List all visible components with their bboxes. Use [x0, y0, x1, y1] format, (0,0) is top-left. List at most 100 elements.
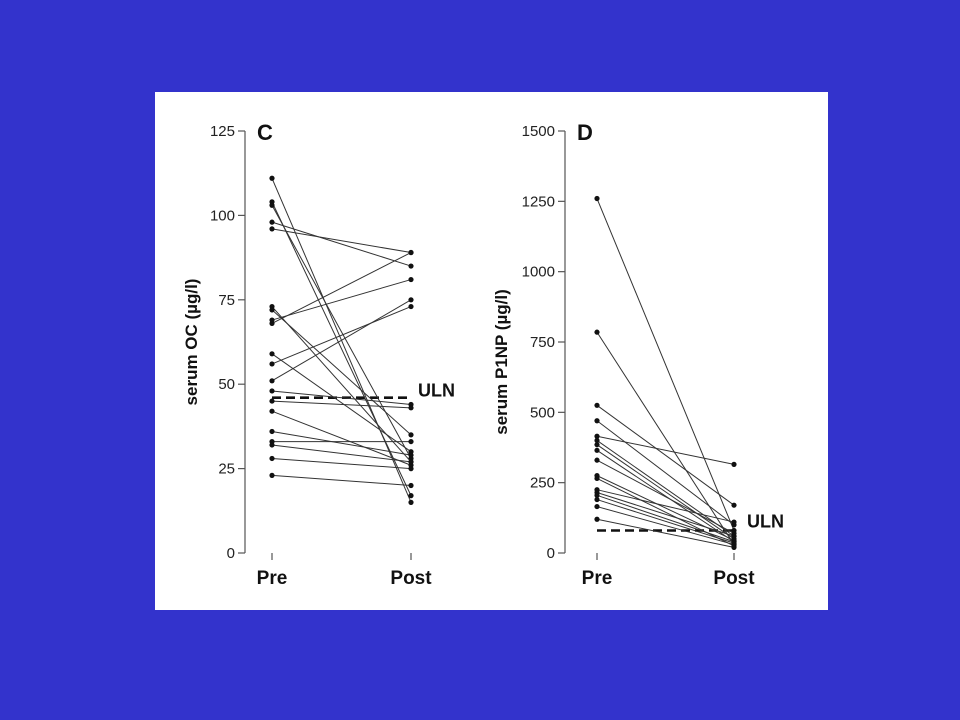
panel-d-pre-point — [594, 418, 600, 424]
panel-d-subject-line — [596, 489, 735, 523]
panel-d-subject-line — [596, 459, 735, 534]
panel-c-subject-line — [271, 299, 412, 382]
panel-c-subject-line — [271, 400, 412, 409]
panel-c-pre-point — [269, 378, 275, 384]
panel-c-post-point — [408, 303, 414, 310]
panel-d-post-point — [731, 461, 737, 467]
panel-d-subject-line — [596, 499, 735, 544]
panel-c-subject-line — [271, 444, 412, 463]
panel-c-post-point — [408, 249, 414, 256]
panel-c-subject-line — [271, 309, 412, 436]
panel-d-subject-line — [596, 444, 735, 540]
panel-d-subject-line — [596, 449, 735, 543]
panel-d-pre-point — [594, 437, 600, 444]
panel-c-chart: 0 25 50 75 100 125 Pre Post serum OC (µg/l) C ULN — [182, 120, 455, 589]
panel-d-uln-label: ULN — [747, 511, 784, 531]
panel-d-pre-point — [594, 447, 600, 453]
panel-c-post-point — [408, 405, 414, 411]
panel-c-post-point — [408, 276, 414, 283]
panel-c-post-point — [408, 263, 414, 269]
panel-c-y-tick-label: 0 — [227, 545, 235, 562]
panel-d-x-label-pre: Pre — [582, 568, 613, 589]
panel-d-y-tick-label: 750 — [530, 334, 555, 351]
panel-c-post-point — [408, 432, 414, 438]
panel-d-subject-line — [596, 440, 735, 537]
panel-c-panel-letter: C — [257, 120, 273, 145]
panel-d-y-tick-label: 1250 — [522, 193, 555, 210]
panel-c-post-point — [408, 459, 414, 465]
panel-d-subject-line — [596, 492, 735, 537]
panel-c-pre-point — [269, 398, 275, 404]
panel-c-pre-point — [269, 175, 275, 181]
panel-c-post-point — [408, 438, 414, 445]
panel-d-post-point — [731, 533, 737, 539]
panel-c-y-tick-label: 125 — [210, 123, 235, 140]
panel-d-y-tick-label: 500 — [530, 404, 555, 421]
panel-c-pre-point — [269, 320, 275, 327]
panel-c-post-point — [408, 482, 414, 489]
panel-d-pre-point — [594, 457, 600, 463]
panel-d-pre-point — [594, 433, 600, 439]
panel-c-subject-line — [271, 410, 412, 466]
panel-d-subject-line — [596, 475, 735, 541]
panel-d-post-point — [731, 544, 737, 550]
panel-c-pre-point — [269, 219, 275, 225]
panel-c-uln-label: ULN — [418, 381, 455, 401]
panel-c-x-label-post: Post — [390, 568, 432, 589]
panel-c-subject-line — [271, 228, 412, 254]
panel-d-pre-point — [594, 442, 600, 448]
panel-c-subject-line — [271, 457, 412, 470]
panel-d-subject-line — [596, 477, 735, 547]
panel-d-panel-letter: D — [577, 120, 593, 145]
panel-d-subject-line — [596, 518, 735, 548]
panel-c-subject-line — [271, 306, 412, 365]
figure-panel: 0 25 50 75 100 125 Pre Post serum OC (µg/l) C ULN 0… — [155, 92, 828, 610]
panel-c-post-point — [408, 466, 414, 472]
panel-d-y-tick-label: 1000 — [522, 264, 555, 281]
panel-c-subject-line — [271, 353, 412, 453]
panel-d-subject-line — [596, 404, 735, 506]
panel-c-subject-line — [271, 430, 412, 456]
panel-c-x-label-pre: Pre — [257, 568, 288, 589]
panel-c-subject-line — [271, 252, 412, 324]
panel-c-post-point — [408, 452, 414, 458]
panel-c-subject-line — [271, 221, 412, 267]
panel-d-x-label-post: Post — [713, 568, 755, 589]
panel-c-subject-line — [271, 279, 412, 321]
panel-d-post-point — [731, 519, 737, 525]
panel-c-subject-line — [271, 205, 412, 459]
panel-d-y-axis-title: serum P1NP (µg/l) — [492, 289, 511, 435]
panel-d-pre-point — [594, 516, 600, 522]
panel-c-subject-line — [271, 474, 412, 486]
panel-d-pre-point — [594, 492, 600, 498]
panel-d-post-point — [731, 502, 737, 508]
panel-c-post-point — [408, 493, 414, 499]
panel-d-subject-line — [596, 506, 735, 546]
panel-d-pre-point — [594, 402, 600, 408]
panel-c-y-tick-label: 25 — [218, 461, 235, 478]
panel-c-y-tick-label: 100 — [210, 207, 235, 224]
panel-c-post-point — [408, 297, 414, 303]
panel-c-subject-line — [271, 390, 412, 405]
panel-d-pre-point — [594, 475, 600, 482]
panel-d-subject-line — [596, 331, 735, 545]
panel-d-subject-line — [596, 435, 735, 465]
panel-d-y-tick-label: 1500 — [522, 123, 555, 140]
panel-c-pre-point — [269, 202, 275, 208]
panel-c-pre-point — [269, 408, 275, 414]
panel-d-subject-line — [596, 494, 735, 543]
panel-c-y-axis-title: serum OC (µg/l) — [182, 279, 201, 406]
panel-c-y-tick-label: 50 — [218, 376, 235, 393]
panel-d-y-tick-label: 250 — [530, 475, 555, 492]
panel-d-pre-point — [594, 503, 600, 510]
panel-c-pre-point — [269, 442, 275, 448]
panel-c-pre-point — [269, 351, 275, 357]
panel-c-pre-point — [269, 428, 275, 435]
panel-c-pre-point — [269, 226, 275, 232]
panel-d-chart: 0 250 500 750 1000 1250 1500 Pre Post serum P1NP … — [492, 120, 784, 589]
panel-c-pre-point — [269, 307, 275, 313]
panel-c-y-tick-label: 75 — [218, 292, 235, 309]
panel-d-pre-point — [594, 329, 600, 335]
panel-d-subject-line — [596, 198, 735, 531]
